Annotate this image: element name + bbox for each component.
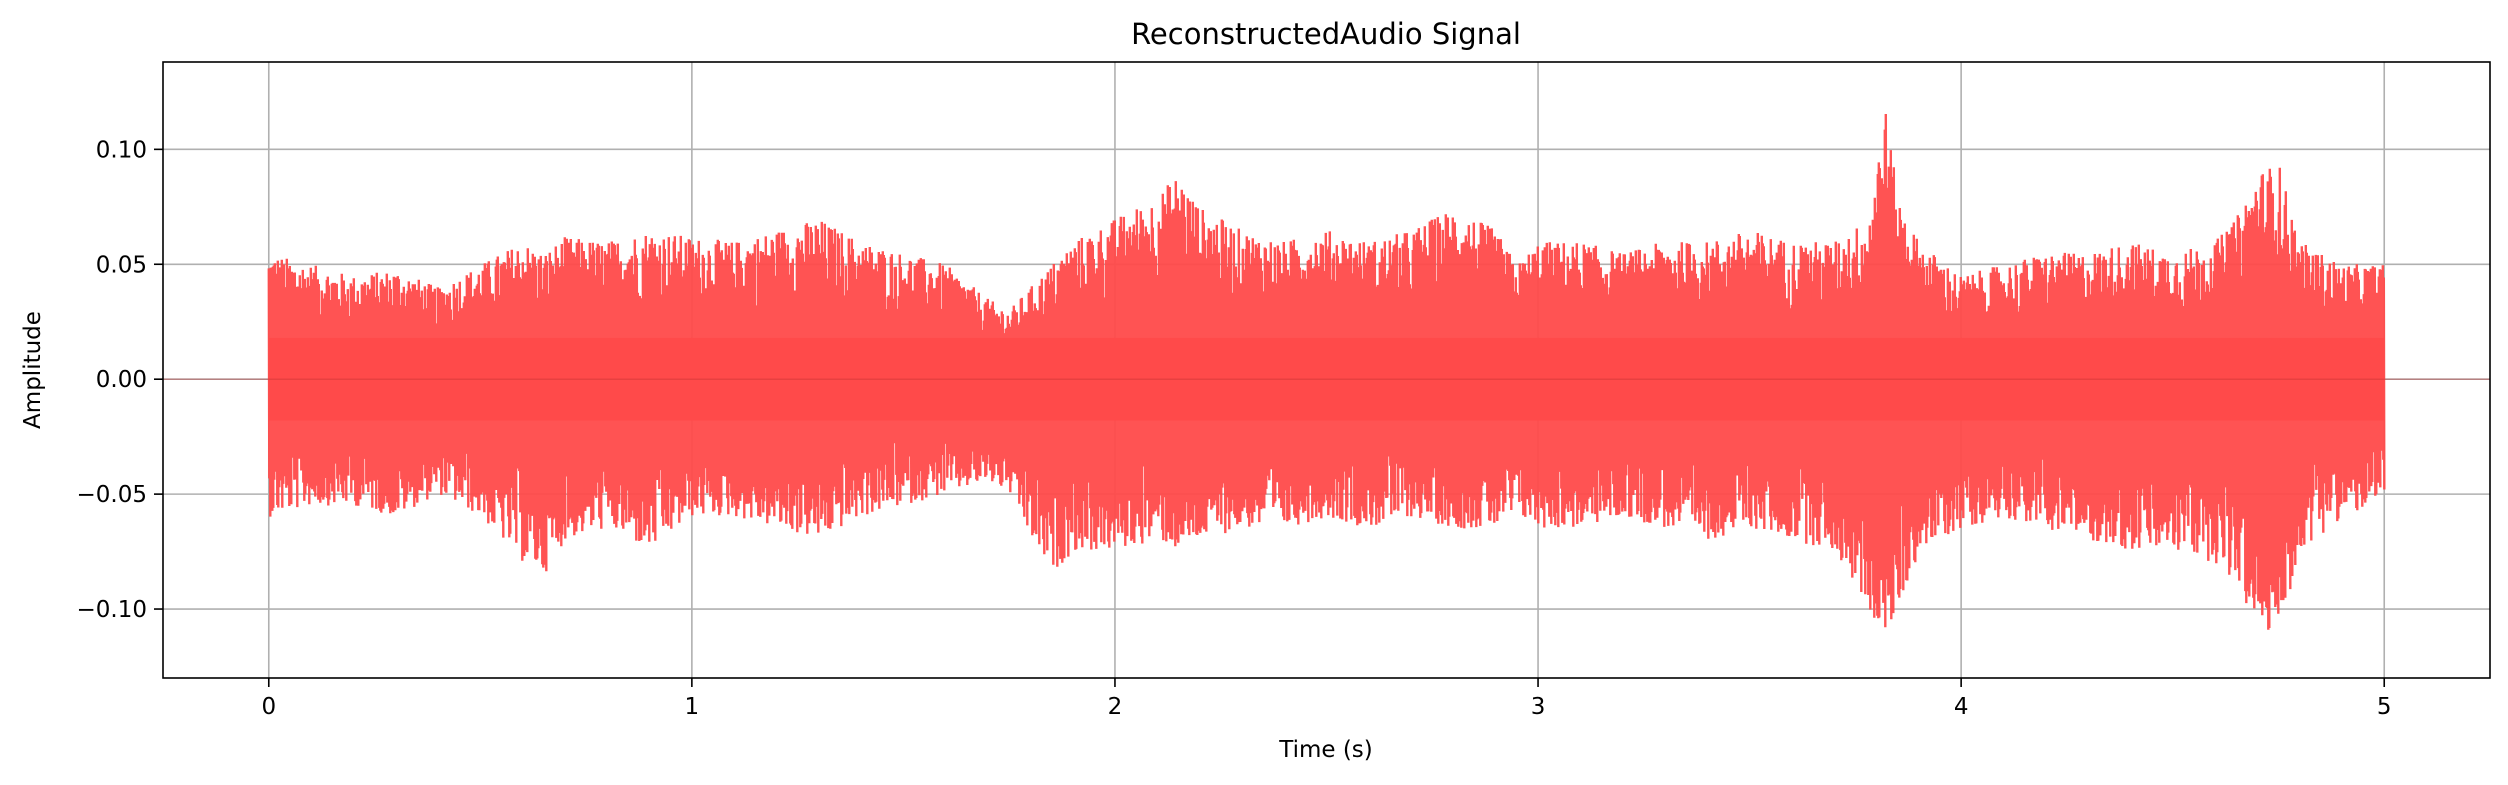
series-layer [163,113,2490,630]
y-tick-label: −0.10 [77,597,147,623]
y-tick-label: 0.10 [96,137,147,163]
signal-waveform [267,113,2386,630]
x-axis-label: Time (s) [1278,737,1373,763]
x-tick-label: 5 [2377,694,2392,720]
y-axis-ticks: −0.10 −0.05 0.00 0.05 0.10 [77,137,163,623]
x-tick-label: 2 [1108,694,1123,720]
plot-area [163,113,2490,630]
x-tick-label: 1 [685,694,700,720]
x-tick-label: 3 [1531,694,1546,720]
y-tick-label: 0.05 [96,252,147,278]
y-tick-label: −0.05 [77,482,147,508]
chart-title: ReconstructedAudio Signal [1131,17,1521,51]
y-tick-label: 0.00 [96,367,147,393]
y-axis-label: Amplitude [20,311,46,429]
axes-frame [162,61,2491,679]
x-tick-label: 0 [261,694,276,720]
x-axis-ticks: 0 1 2 3 4 5 [261,678,2392,720]
x-tick-label: 4 [1954,694,1969,720]
